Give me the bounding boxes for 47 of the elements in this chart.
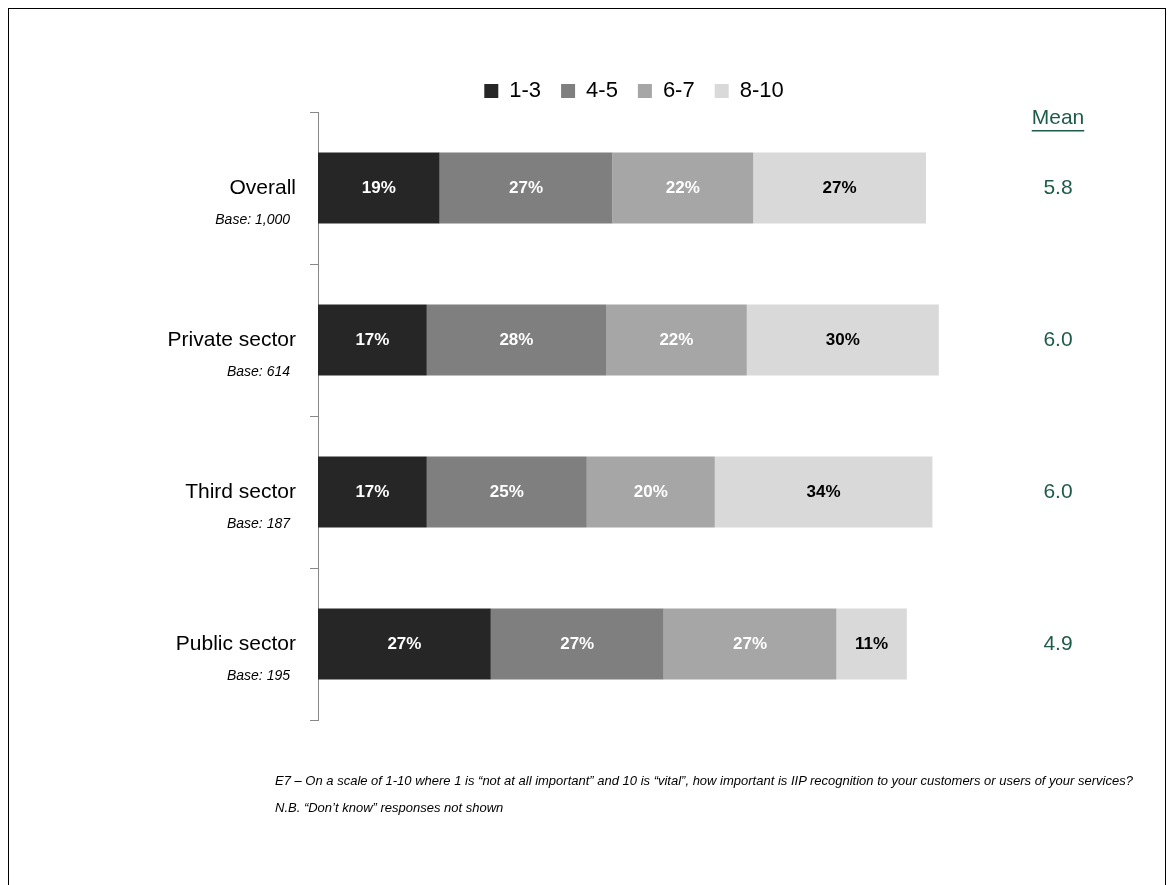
data-label: 11%: [855, 633, 889, 653]
bar: [746, 304, 939, 376]
text: 5.8: [1043, 174, 1073, 198]
y-tick-label: Public sector Base: 195: [175, 630, 296, 683]
bar: [612, 152, 754, 224]
text: 6.0: [1043, 326, 1073, 350]
data-label: 28%: [499, 329, 534, 349]
data-label: 27%: [560, 633, 595, 653]
data-label: 20%: [633, 481, 668, 501]
legend-label: 4-5: [586, 77, 618, 103]
bar: [318, 456, 427, 528]
bar: [753, 152, 926, 224]
data-label: 19%: [361, 177, 396, 197]
data-label: 30%: [825, 329, 860, 349]
y-tick-label: Private sector Base: 614: [167, 326, 296, 379]
data-label: 27%: [508, 177, 544, 197]
bar: [663, 608, 837, 680]
data-label: 17%: [355, 481, 390, 501]
data-label: 34%: [806, 481, 841, 501]
legend-label: 8-10: [739, 77, 784, 103]
text: E7 – On a scale of 1-10 where 1 is “not at all important” and 10 is “vital”, how important is IIP recognition to your customers or users of your services?: [275, 772, 1134, 789]
bar: [426, 456, 587, 528]
bar: [426, 304, 606, 376]
text: N.B. “Don’t know” responses not shown: [275, 799, 505, 816]
y-tick-label: Third sector Base: 187: [185, 478, 296, 531]
bar: [318, 608, 491, 680]
data-label: 17%: [355, 329, 390, 349]
data-label: 27%: [387, 633, 422, 653]
bar: [586, 456, 715, 528]
bar: [318, 304, 427, 376]
data-label: 27%: [822, 177, 857, 197]
bar: [318, 152, 440, 224]
bar: [490, 608, 664, 680]
data-label: 27%: [732, 633, 768, 653]
text: 6.0: [1043, 478, 1073, 502]
y-tick-label: Overall Base: 1,000: [215, 174, 296, 227]
data-label: 22%: [659, 329, 694, 349]
bar: [836, 608, 907, 680]
data-label: 22%: [665, 177, 700, 197]
y2-axis-title: Mean: [1031, 104, 1085, 128]
bar: [606, 304, 747, 376]
data-label: 25%: [489, 481, 524, 501]
legend-label: 1-3: [509, 77, 542, 103]
legend-label: 6-7: [662, 77, 695, 103]
bar: [714, 456, 933, 528]
bar: [439, 152, 613, 224]
text: 4.9: [1043, 630, 1073, 654]
